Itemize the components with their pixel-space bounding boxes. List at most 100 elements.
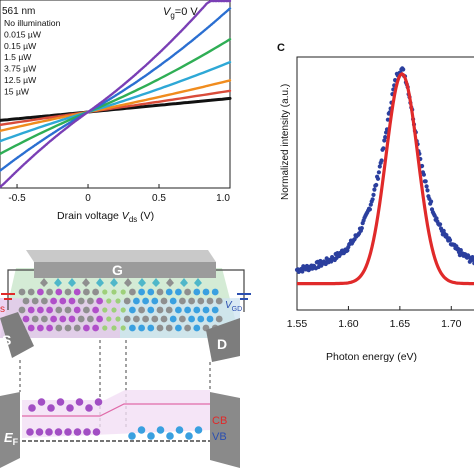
panel-c-label: C — [277, 42, 285, 54]
legend-entry-6: 15 µW — [4, 86, 30, 96]
lattice-atom — [96, 315, 103, 323]
lattice-atom — [68, 315, 76, 323]
pl-dot — [438, 222, 443, 227]
iv-x-tick-label-2: 0.5 — [152, 193, 166, 204]
pl-fit-line — [297, 72, 474, 286]
lattice-atom — [211, 288, 219, 296]
pl-dot — [382, 138, 387, 143]
lattice-atom — [188, 315, 196, 323]
iv-plot-frame — [0, 0, 231, 189]
fermi-level-label: EF — [4, 430, 19, 447]
band-electron — [137, 426, 146, 434]
lattice-atom — [123, 297, 131, 305]
lattice-atom — [111, 307, 117, 313]
pl-x-tick-label-1: 1.60 — [338, 318, 359, 330]
band-right-electrode — [210, 392, 240, 468]
gate-dopant — [166, 278, 174, 287]
legend-entry-2: 0.15 µW — [4, 41, 37, 51]
lattice-atom — [142, 315, 150, 323]
lattice-atom — [120, 325, 126, 331]
lattice-atom — [22, 315, 30, 323]
band-hole — [56, 398, 65, 406]
lattice-atom — [68, 297, 76, 305]
lattice-atom — [188, 297, 196, 305]
pl-y-axis-label: Normalized intensity (a.u.) — [280, 84, 291, 200]
lattice-atom — [37, 324, 44, 332]
lattice-atom — [102, 307, 108, 313]
lattice-atom — [27, 324, 35, 332]
band-hole — [83, 428, 91, 436]
lattice-atom — [18, 306, 26, 314]
band-electron — [147, 432, 155, 440]
pl-dot — [379, 158, 384, 163]
iv-series-1 — [0, 89, 232, 127]
lattice-atom — [147, 306, 155, 314]
band-hole — [47, 404, 55, 412]
lattice-atom — [18, 288, 26, 296]
lattice-atom — [175, 306, 182, 314]
iv-x-tick-label-3: 1.0 — [216, 193, 230, 204]
lattice-atom — [50, 315, 57, 323]
lattice-atom — [202, 288, 210, 296]
lattice-atom — [206, 297, 214, 305]
iv-curves — [0, 0, 232, 189]
iv-series-4 — [0, 38, 232, 156]
lattice-atom — [115, 298, 121, 304]
pl-x-tick-label-0: 1.55 — [287, 318, 308, 330]
lattice-atom — [138, 324, 146, 332]
band-hole — [28, 404, 36, 412]
vgs-partial-label: s — [0, 304, 5, 315]
gate-dopant — [82, 278, 90, 287]
lattice-atom — [169, 297, 177, 305]
lattice-atom — [165, 306, 173, 314]
pl-dot — [368, 202, 373, 207]
pl-dot — [375, 176, 381, 181]
lattice-atom — [27, 306, 35, 314]
pl-plot-frame — [296, 56, 474, 311]
band-hole — [85, 404, 93, 412]
pl-dot — [425, 188, 430, 193]
gate-dopant — [96, 278, 104, 287]
band-electron — [166, 432, 174, 440]
lattice-atom — [151, 315, 159, 323]
lattice-atom — [193, 288, 201, 296]
lattice-atom — [37, 288, 44, 296]
iv-x-tick-label-0: -0.5 — [8, 193, 26, 204]
band-electron — [185, 432, 193, 440]
band-electron — [156, 426, 165, 434]
lattice-atom — [83, 288, 90, 296]
iv-series-3 — [0, 60, 232, 143]
gate-dopant — [180, 278, 188, 287]
lattice-atom — [175, 324, 182, 332]
lattice-atom — [22, 297, 30, 305]
lattice-atom — [175, 288, 182, 296]
lattice-atom — [55, 306, 63, 314]
lattice-atom — [165, 288, 173, 296]
legend-entry-3: 1.5 µW — [4, 52, 32, 62]
pl-dot — [370, 197, 375, 202]
lattice-atom — [184, 306, 192, 314]
lattice-atom — [92, 288, 99, 296]
pl-dot — [383, 135, 388, 140]
pl-x-tick-label-3: 1.70 — [441, 318, 462, 330]
pl-dot — [371, 192, 376, 197]
legend-entry-0: No illumination — [4, 18, 61, 28]
lattice-atom — [197, 297, 205, 305]
cb-edge — [22, 403, 210, 417]
pl-dot — [458, 248, 463, 253]
gate-dopant — [194, 278, 202, 287]
lattice-atom — [92, 306, 99, 314]
lattice-atom — [156, 306, 164, 314]
pl-dot — [359, 226, 364, 231]
lattice-atom — [138, 306, 146, 314]
lattice-atom — [55, 288, 63, 296]
gate-dopant — [110, 278, 118, 287]
lattice-atom — [129, 324, 136, 332]
lattice-atom — [50, 297, 57, 305]
band-electron — [194, 426, 203, 434]
lattice-atom — [215, 297, 223, 305]
lattice-atom — [77, 297, 85, 305]
pl-x-tick-label-2: 1.65 — [390, 318, 411, 330]
lattice-atom — [59, 315, 67, 323]
band-hole — [75, 398, 84, 406]
